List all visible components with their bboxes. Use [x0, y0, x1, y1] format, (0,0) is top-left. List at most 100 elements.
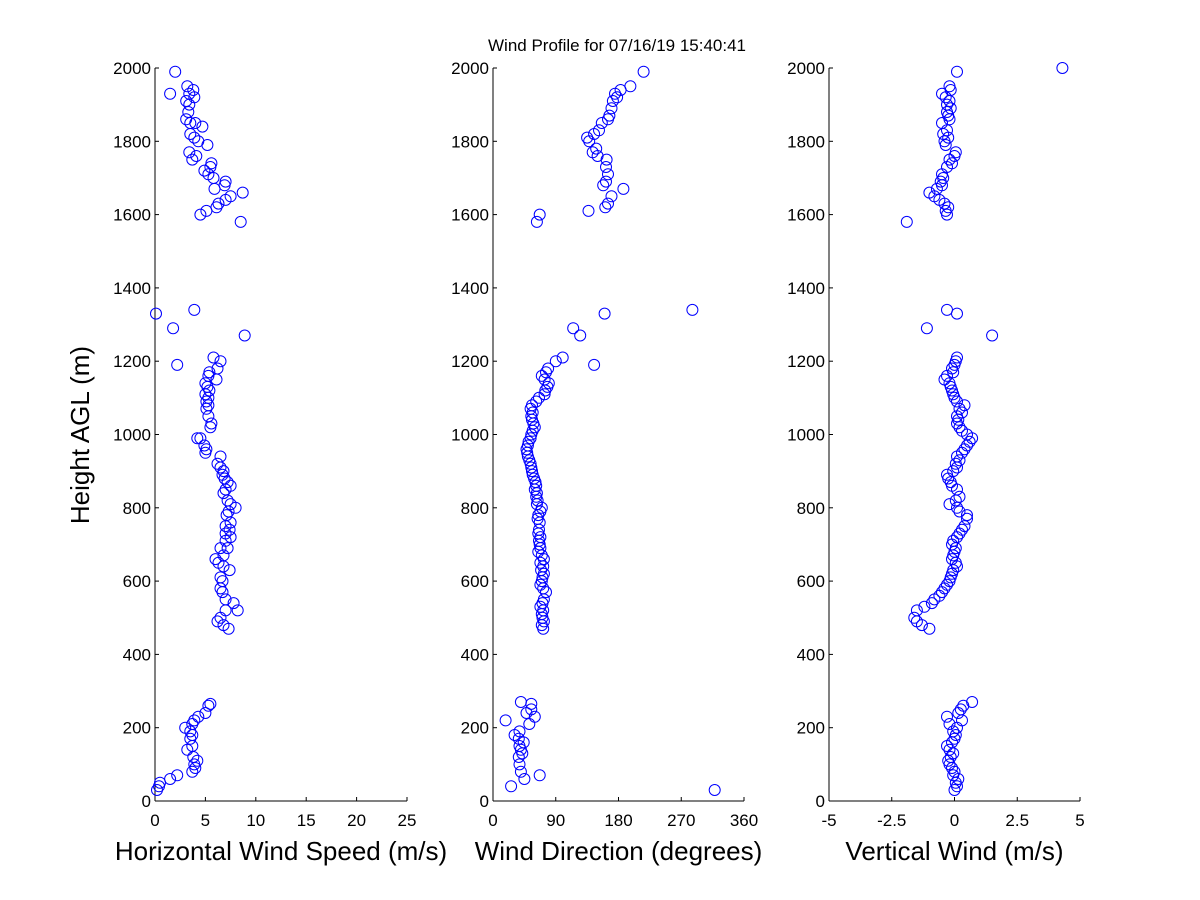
speed-data-point [171, 358, 184, 371]
vertical-xtick-label: -2.5 [877, 811, 906, 830]
speed-data-point [169, 65, 182, 78]
speed-data-point [188, 303, 201, 316]
direction-data-point [534, 531, 547, 544]
direction-data-point [602, 168, 614, 181]
vertical-data-point [956, 406, 968, 419]
direction-data-point [542, 377, 555, 390]
speed-data-point [167, 322, 180, 335]
speed-ytick-label: 600 [123, 572, 151, 591]
speed-ytick-label: 0 [142, 792, 151, 811]
speed-ytick-label: 1000 [113, 426, 151, 445]
direction-ytick-label: 1600 [451, 206, 489, 225]
speed-data-point [222, 505, 235, 518]
direction-ytick-label: 0 [480, 792, 489, 811]
direction-data-point [590, 142, 603, 155]
direction-data-point [593, 124, 605, 137]
vertical-xtick-label: -5 [821, 811, 836, 830]
direction-data-point [582, 204, 595, 217]
direction-data-point [524, 432, 537, 445]
vertical-data-point [939, 204, 952, 217]
direction-data-point [603, 109, 616, 122]
direction-data-point [533, 769, 546, 782]
speed-data-point [217, 465, 230, 478]
direction-data-point [531, 512, 544, 525]
speed-data-point [219, 593, 232, 606]
speed-data-point [219, 527, 232, 540]
speed-data-point [218, 179, 231, 192]
vertical-data-point [936, 87, 948, 100]
direction-data-point [530, 479, 543, 492]
vertical-data-point [958, 443, 971, 456]
vertical-data-point [953, 421, 966, 434]
speed-data-point [205, 417, 218, 430]
speed-data-point [204, 421, 217, 434]
speed-data-point [194, 432, 207, 445]
direction-ytick-label: 400 [461, 645, 489, 664]
speed-data-point [192, 710, 205, 723]
vertical-data-point [961, 509, 973, 522]
speed-data-point [224, 479, 237, 492]
direction-ytick-label: 200 [461, 719, 489, 738]
vertical-data-point [986, 329, 999, 342]
speed-data-point [204, 697, 217, 710]
speed-data-point [187, 84, 200, 96]
speed-data-point [192, 135, 205, 148]
speed-data-point [238, 329, 251, 342]
direction-xtick-label: 180 [604, 811, 632, 830]
vertical-data-point [923, 186, 936, 199]
direction-data-point [513, 725, 526, 738]
vertical-data-point [949, 146, 962, 159]
speed-data-point [180, 113, 193, 126]
direction-data-point [512, 732, 525, 745]
speed-data-point [180, 95, 193, 107]
speed-data-point [221, 542, 234, 555]
vertical-data-point [938, 373, 951, 386]
direction-ytick-label: 600 [461, 572, 489, 591]
direction-data-point [540, 586, 552, 599]
direction-data-point [530, 395, 543, 408]
speed-data-point [191, 754, 204, 767]
speed-data-point [171, 769, 184, 782]
vertical-data-point [951, 65, 963, 78]
direction-xtick-label: 360 [730, 811, 758, 830]
direction-data-point [533, 208, 546, 221]
direction-data-point [708, 784, 721, 796]
vertical-data-point [900, 215, 913, 228]
speed-data-point [200, 204, 213, 217]
direction-data-point [611, 91, 624, 104]
direction-data-point [537, 582, 550, 595]
speed-ytick-label: 200 [123, 719, 151, 738]
vertical-data-point [918, 600, 931, 613]
direction-ytick-label: 800 [461, 499, 489, 518]
direction-data-point [514, 696, 527, 708]
speed-data-point [188, 758, 201, 771]
vertical-ytick-label: 600 [797, 572, 825, 591]
speed-data-point [198, 164, 211, 177]
vertical-ytick-label: 1400 [787, 279, 825, 298]
direction-data-point [624, 80, 637, 93]
speed-data-point [214, 611, 227, 624]
speed-data-point [219, 175, 232, 188]
vertical-x-axis-label: Vertical Wind (m/s) [845, 836, 1063, 866]
vertical-data-point [941, 578, 953, 591]
vertical-xtick-label: 5 [1075, 811, 1084, 830]
speed-data-point [190, 150, 203, 162]
direction-data-point [686, 303, 699, 316]
direction-ytick-label: 2000 [451, 59, 489, 78]
vertical-data-point [951, 307, 963, 320]
vertical-data-point [936, 168, 948, 181]
direction-data-point [526, 399, 538, 412]
vertical-data-point [954, 703, 967, 716]
vertical-xtick-label: 2.5 [1005, 811, 1029, 830]
vertical-data-point [943, 718, 956, 730]
vertical-data-point [936, 117, 948, 129]
vertical-data-point [941, 369, 953, 382]
direction-data-point [513, 758, 526, 771]
vertical-data-point [951, 395, 963, 408]
vertical-data-point [1056, 62, 1069, 74]
speed-points [150, 65, 251, 796]
vertical-data-point [925, 597, 938, 610]
speed-data-point [223, 523, 236, 536]
speed-data-point [214, 582, 227, 595]
